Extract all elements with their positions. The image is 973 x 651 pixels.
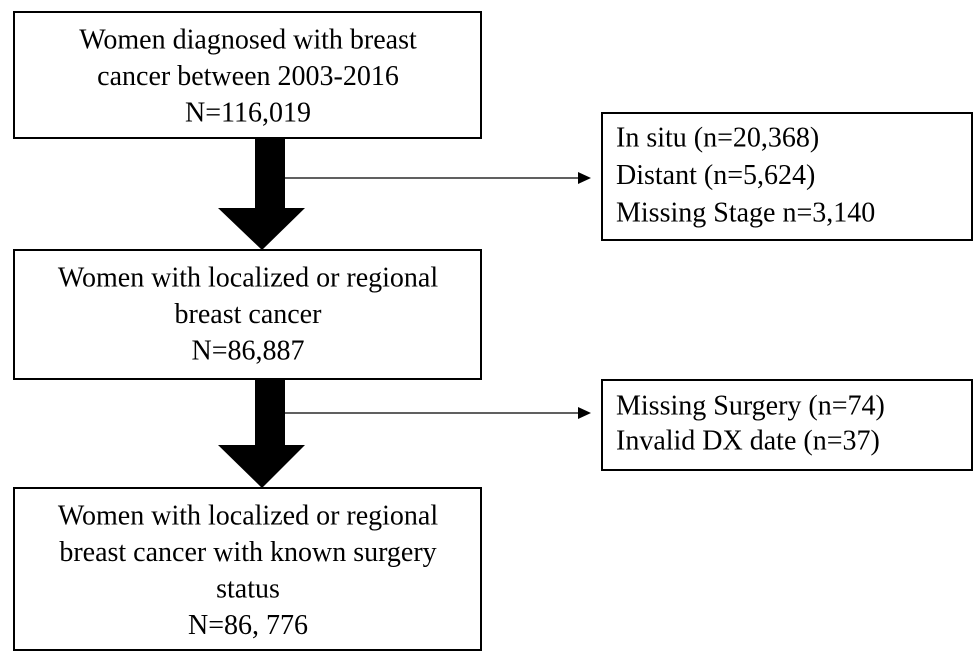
- label: N=116,019: [185, 97, 311, 128]
- box: [13, 11, 482, 139]
- labels: Women diagnosed with breast cancer betwee…: [58, 24, 885, 641]
- label: cancer between 2003-2016: [97, 61, 399, 92]
- box: [13, 249, 482, 380]
- arrow: [218, 138, 305, 250]
- box: [601, 379, 973, 471]
- label: N=86, 776: [188, 610, 308, 641]
- label: Distant (n=5,624): [616, 160, 815, 191]
- label: Missing Surgery (n=74): [616, 390, 885, 421]
- label: Women diagnosed with breast: [79, 24, 417, 55]
- label: breast cancer: [175, 299, 323, 330]
- label: Missing Stage n=3,140: [616, 197, 875, 228]
- label: Invalid DX date (n=37): [616, 425, 880, 456]
- label: status: [216, 573, 280, 604]
- box: [601, 112, 973, 241]
- arrow-head: [578, 407, 591, 419]
- label: breast cancer with known surgery: [59, 537, 436, 568]
- label: Women with localized or regional: [58, 500, 439, 531]
- box: [13, 487, 482, 651]
- label: N=86,887: [191, 335, 304, 366]
- label: Women with localized or regional: [58, 262, 439, 293]
- label: In situ (n=20,368): [616, 122, 819, 153]
- arrow-head: [578, 172, 591, 184]
- arrow: [218, 379, 305, 488]
